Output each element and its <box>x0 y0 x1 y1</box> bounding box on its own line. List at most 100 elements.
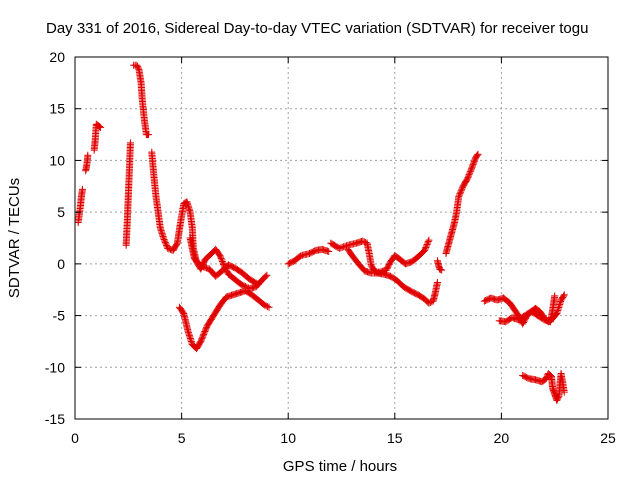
data-point <box>474 150 482 158</box>
data-point <box>202 264 210 272</box>
x-tick-label: 15 <box>387 430 403 446</box>
data-point <box>471 156 479 164</box>
data-point <box>473 151 481 159</box>
data-point <box>422 242 430 250</box>
data-point <box>341 242 349 250</box>
data-point <box>161 238 169 246</box>
data-point <box>342 242 350 250</box>
data-point <box>438 266 446 274</box>
data-point <box>551 292 559 300</box>
data-point <box>262 302 270 310</box>
data-point <box>560 388 568 396</box>
data-point <box>468 165 476 173</box>
data-layer <box>74 61 568 404</box>
data-point <box>263 271 271 279</box>
data-point <box>217 253 225 261</box>
data-point <box>337 244 345 252</box>
data-series-11 <box>344 245 441 307</box>
y-tick-label: 5 <box>57 204 65 220</box>
data-point <box>359 237 367 245</box>
data-point <box>218 256 226 264</box>
x-tick-label: 5 <box>178 430 186 446</box>
data-point <box>145 131 153 139</box>
data-point <box>424 239 432 247</box>
x-tick-label: 10 <box>280 430 296 446</box>
y-tick-label: -15 <box>45 411 65 427</box>
data-point <box>464 174 472 182</box>
data-series-5 <box>130 61 153 139</box>
data-point <box>201 263 209 271</box>
data-point <box>325 247 333 255</box>
data-point <box>197 262 205 270</box>
data-point <box>360 238 368 246</box>
data-point <box>96 123 104 131</box>
x-axis-label: GPS time / hours <box>283 458 397 475</box>
data-point <box>469 162 477 170</box>
data-point <box>200 263 208 271</box>
data-series-10 <box>327 236 433 276</box>
data-point <box>469 160 477 168</box>
data-point <box>421 245 429 253</box>
data-point <box>422 243 430 251</box>
data-point <box>216 252 224 260</box>
data-point <box>237 281 245 289</box>
data-series-15 <box>495 292 559 326</box>
data-point <box>161 237 169 245</box>
data-point <box>423 241 431 249</box>
data-point <box>425 299 433 307</box>
data-point <box>254 281 262 289</box>
data-point <box>455 191 463 199</box>
data-point <box>162 240 170 248</box>
data-series-9 <box>284 245 333 268</box>
data-point <box>198 262 206 270</box>
data-series-1 <box>74 185 86 226</box>
y-tick-label: 0 <box>57 256 65 272</box>
data-point <box>335 244 343 252</box>
data-series-7 <box>186 234 262 289</box>
data-point <box>421 246 429 254</box>
grid-layer <box>75 57 608 419</box>
x-tick-label: 20 <box>494 430 510 446</box>
data-point <box>134 64 142 72</box>
data-series-2 <box>82 151 92 175</box>
data-point <box>463 175 471 183</box>
data-point <box>554 394 562 402</box>
data-point <box>425 236 433 244</box>
data-point <box>457 188 465 196</box>
data-point <box>262 272 270 280</box>
data-point <box>265 303 273 311</box>
data-series-13 <box>442 150 482 258</box>
data-point <box>470 158 478 166</box>
data-point <box>218 257 226 265</box>
data-point <box>78 185 86 193</box>
data-point <box>264 303 272 311</box>
data-point <box>160 235 168 243</box>
y-tick-label: 10 <box>49 152 65 168</box>
data-point <box>437 266 445 274</box>
data-point <box>465 172 473 180</box>
data-point <box>456 190 464 198</box>
y-tick-label: -5 <box>53 308 66 324</box>
x-tick-label: 0 <box>71 430 79 446</box>
y-tick-label: -10 <box>45 359 65 375</box>
data-point <box>338 243 346 251</box>
data-point <box>468 163 476 171</box>
data-point <box>458 185 466 193</box>
data-point <box>217 255 225 263</box>
data-point <box>84 151 92 159</box>
data-point <box>457 187 465 195</box>
data-point <box>467 166 475 174</box>
x-tick-label: 25 <box>600 430 616 446</box>
data-point <box>261 301 269 309</box>
data-series-3 <box>90 120 105 154</box>
data-series-12 <box>433 257 446 274</box>
chart-title: Day 331 of 2016, Sidereal Day-to-day VTE… <box>46 20 588 37</box>
y-axis-label: SDTVAR / TECUs <box>6 178 23 298</box>
data-point <box>466 169 474 177</box>
data-point <box>340 243 348 251</box>
data-point <box>560 291 568 299</box>
data-point <box>433 278 441 286</box>
data-point <box>466 168 474 176</box>
data-point <box>455 193 463 201</box>
